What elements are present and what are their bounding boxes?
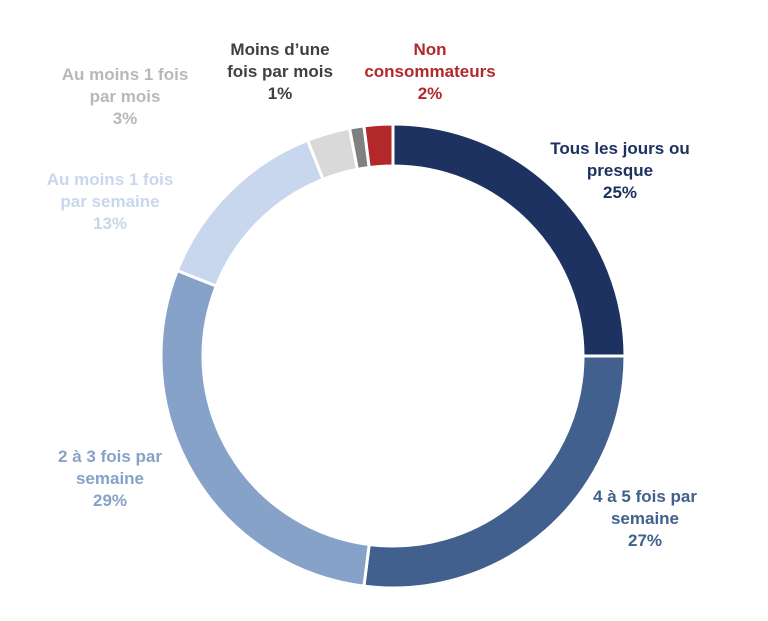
label-1-fois-mois: Au moins 1 fois par mois 3%	[61, 65, 189, 128]
label-non-consommateurs: Non consommateurs 2%	[364, 40, 496, 103]
label-moins-une-fois: Moins d’une fois par mois 1%	[227, 40, 333, 103]
donut-slice-3	[159, 268, 371, 588]
label-4-5-fois: 4 à 5 fois par semaine 27%	[593, 487, 697, 550]
label-1-fois-semaine: Au moins 1 fois par semaine 13%	[46, 170, 174, 233]
donut-slice-7	[362, 122, 395, 170]
label-2-3-fois: 2 à 3 fois par semaine 29%	[58, 447, 162, 510]
donut-slice-4	[175, 138, 326, 289]
donut-slice-2	[362, 354, 627, 590]
label-tous-les-jours: Tous les jours ou presque 25%	[550, 139, 690, 202]
